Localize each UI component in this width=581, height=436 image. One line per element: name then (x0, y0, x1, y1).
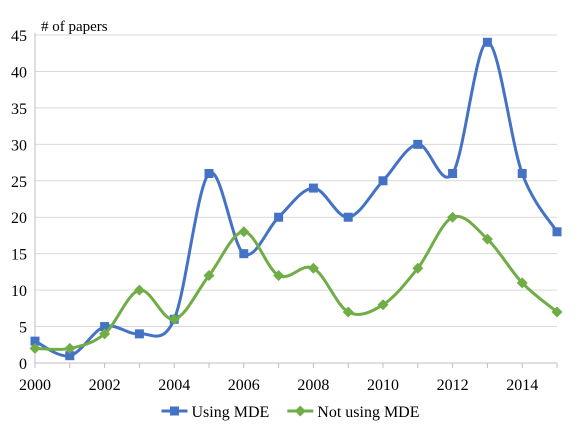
series-using-mde (30, 37, 562, 361)
data-point (308, 183, 318, 193)
data-point (64, 342, 76, 354)
legend-marker (169, 406, 179, 416)
data-point (273, 270, 285, 282)
gridlines (35, 34, 557, 328)
x-tick-label: 2012 (437, 377, 469, 394)
data-point (307, 262, 319, 274)
data-point (238, 226, 250, 238)
x-tick-label: 2000 (19, 377, 51, 394)
legend-label: Not using MDE (317, 404, 419, 421)
x-tick-label: 2004 (158, 377, 190, 394)
x-tick-label: 2010 (367, 377, 399, 394)
series-layer (29, 37, 563, 361)
y-tick-label: 25 (11, 174, 27, 191)
data-point (377, 299, 389, 311)
data-point (447, 211, 459, 223)
y-tick-label: 35 (11, 101, 27, 118)
x-tick-label: 2014 (506, 377, 538, 394)
data-point (482, 37, 492, 47)
y-axis-title: # of papers (41, 19, 108, 35)
y-tick-label: 40 (11, 64, 27, 81)
data-point (133, 284, 145, 296)
x-tick-label: 2002 (89, 377, 121, 394)
data-point (413, 139, 423, 149)
y-tick-label: 45 (11, 28, 27, 45)
data-point (274, 212, 284, 222)
y-tick-label: 30 (11, 137, 27, 154)
series-line-using-mde (33, 40, 559, 358)
y-tick-label: 0 (19, 356, 27, 373)
tick-labels: 0 5 10 15 20 25 30 35 40 45 2000 2002 2004 2006 2008 20… (11, 28, 538, 394)
data-point (516, 277, 528, 289)
data-point (552, 227, 562, 237)
legend-label: Using MDE (191, 404, 269, 421)
series-not-using-mde (29, 211, 563, 354)
data-point (448, 168, 458, 178)
data-point (239, 249, 249, 259)
y-tick-label: 5 (19, 320, 27, 337)
data-point (517, 168, 527, 178)
legend-marker (294, 405, 306, 417)
axes (34, 33, 558, 368)
data-point (481, 233, 493, 245)
data-point (203, 270, 215, 282)
data-point (551, 306, 563, 318)
legend-item-not-using-mde: Not using MDE (287, 404, 420, 421)
data-point (343, 212, 353, 222)
y-tick-label: 20 (11, 210, 27, 227)
legend: Using MDE Not using MDE (161, 404, 420, 421)
data-point (342, 306, 354, 318)
data-point (204, 168, 214, 178)
data-point (378, 176, 388, 186)
data-point (29, 342, 41, 354)
data-point (168, 313, 180, 325)
data-point (134, 329, 144, 339)
data-point (30, 336, 40, 346)
y-tick-label: 10 (11, 283, 27, 300)
y-tick-label: 15 (11, 247, 27, 264)
data-point (65, 351, 75, 361)
x-tick-label: 2008 (297, 377, 329, 394)
legend-item-using-mde: Using MDE (161, 404, 269, 421)
data-point (100, 322, 110, 332)
data-point (99, 328, 111, 340)
series-line-not-using-mde (33, 214, 559, 351)
data-point (412, 262, 424, 274)
x-tick-label: 2006 (228, 377, 260, 394)
